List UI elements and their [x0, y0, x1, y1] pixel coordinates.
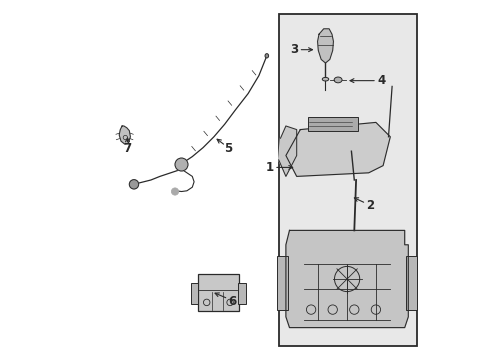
Text: 1: 1	[265, 161, 273, 174]
Circle shape	[171, 188, 178, 195]
Bar	[276, 256, 287, 310]
Text: 2: 2	[365, 199, 373, 212]
Bar	[191, 283, 198, 304]
Polygon shape	[317, 29, 333, 63]
Text: 7: 7	[123, 142, 131, 155]
Circle shape	[175, 158, 187, 171]
Ellipse shape	[333, 77, 342, 83]
Ellipse shape	[322, 77, 328, 81]
Bar	[197, 274, 239, 311]
Text: 6: 6	[227, 295, 236, 308]
Bar	[238, 283, 245, 304]
Text: 3: 3	[289, 43, 298, 56]
Polygon shape	[285, 230, 407, 328]
Text: 4: 4	[376, 74, 385, 87]
Bar	[406, 256, 416, 310]
Polygon shape	[119, 126, 130, 144]
Polygon shape	[285, 122, 389, 176]
Text: 5: 5	[224, 142, 232, 155]
Bar	[278, 14, 416, 346]
Polygon shape	[278, 126, 296, 176]
Circle shape	[129, 180, 139, 189]
Bar	[307, 117, 357, 131]
Ellipse shape	[264, 54, 268, 58]
